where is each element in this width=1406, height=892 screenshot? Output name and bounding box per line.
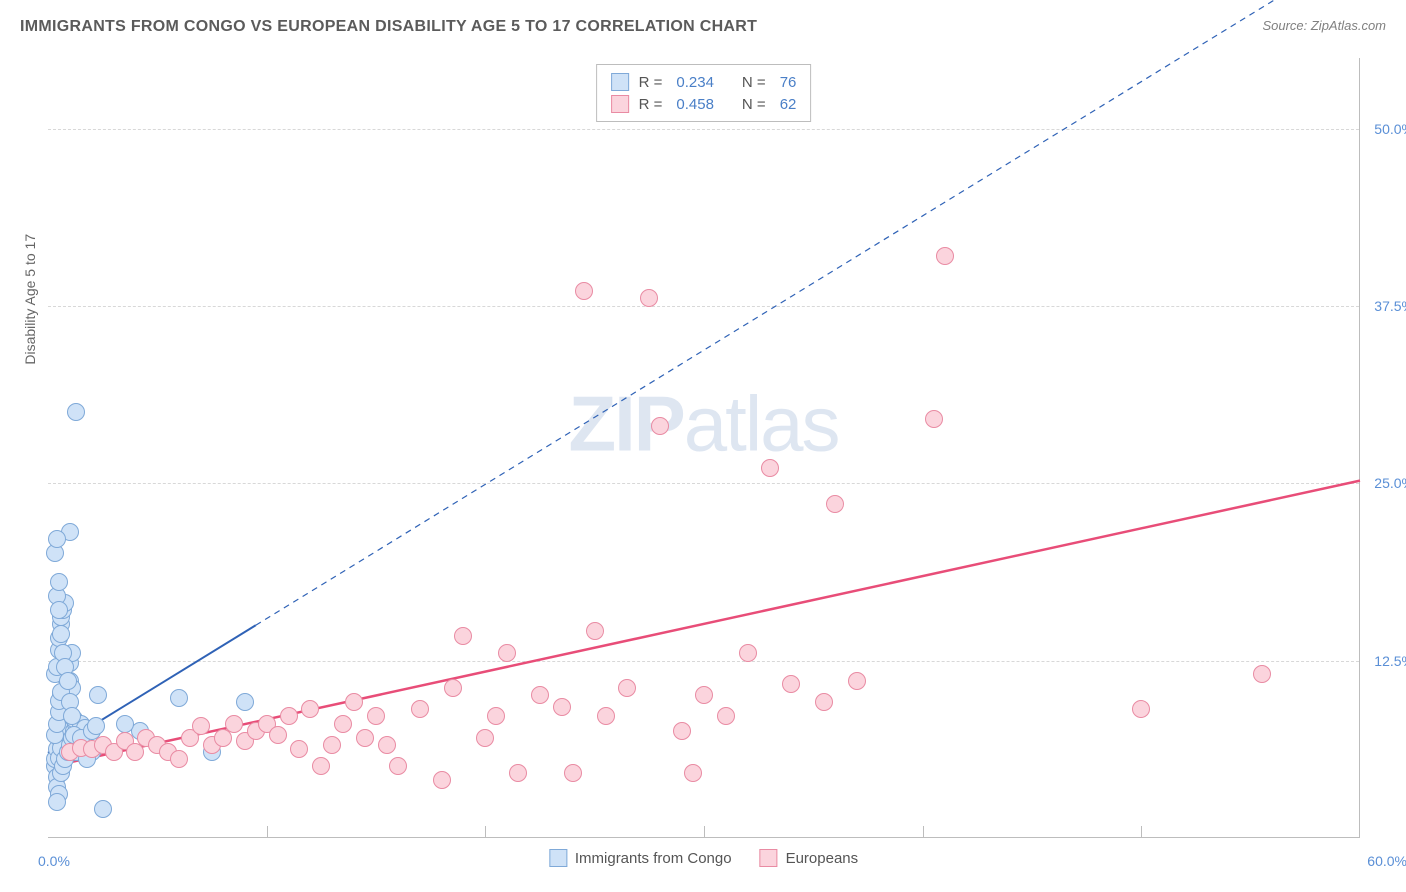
data-point (59, 672, 77, 690)
data-point (280, 707, 298, 725)
data-point (89, 686, 107, 704)
data-point (498, 644, 516, 662)
data-point (236, 693, 254, 711)
data-point (531, 686, 549, 704)
data-point (48, 530, 66, 548)
swatch-icon (611, 95, 629, 113)
source-attribution: Source: ZipAtlas.com (1262, 18, 1386, 33)
y-axis-tick-label: 12.5% (1374, 653, 1406, 669)
data-point (192, 717, 210, 735)
data-point (312, 757, 330, 775)
x-axis-tick (267, 826, 268, 838)
data-point (487, 707, 505, 725)
x-axis-tick (1141, 826, 1142, 838)
data-point (564, 764, 582, 782)
data-point (334, 715, 352, 733)
data-point (925, 410, 943, 428)
chart-plot-area: ZIPatlas 12.5%25.0%37.5%50.0% R = 0.234 … (48, 58, 1360, 838)
data-point (290, 740, 308, 758)
gridline-horizontal (48, 483, 1359, 484)
y-axis-tick-label: 25.0% (1374, 475, 1406, 491)
data-point (87, 717, 105, 735)
data-point (170, 750, 188, 768)
y-axis-tick-label: 50.0% (1374, 121, 1406, 137)
data-point (367, 707, 385, 725)
swatch-icon (549, 849, 567, 867)
data-point (433, 771, 451, 789)
data-point (50, 601, 68, 619)
data-point (618, 679, 636, 697)
data-point (444, 679, 462, 697)
swatch-icon (760, 849, 778, 867)
data-point (651, 417, 669, 435)
gridline-horizontal (48, 661, 1359, 662)
data-point (170, 689, 188, 707)
data-point (848, 672, 866, 690)
data-point (345, 693, 363, 711)
y-axis-label: Disability Age 5 to 17 (22, 234, 38, 365)
data-point (476, 729, 494, 747)
x-axis-tick-label: 0.0% (38, 853, 70, 869)
data-point (378, 736, 396, 754)
regression-lines (48, 58, 1359, 837)
swatch-icon (611, 73, 629, 91)
data-point (936, 247, 954, 265)
data-point (782, 675, 800, 693)
data-point (673, 722, 691, 740)
data-point (225, 715, 243, 733)
data-point (454, 627, 472, 645)
data-point (389, 757, 407, 775)
data-point (739, 644, 757, 662)
data-point (52, 625, 70, 643)
data-point (63, 707, 81, 725)
data-point (67, 403, 85, 421)
series-legend: Immigrants from Congo Europeans (549, 849, 858, 867)
data-point (50, 573, 68, 591)
x-axis-tick (923, 826, 924, 838)
data-point (1132, 700, 1150, 718)
data-point (356, 729, 374, 747)
y-axis-tick-label: 37.5% (1374, 298, 1406, 314)
data-point (695, 686, 713, 704)
data-point (116, 715, 134, 733)
data-point (826, 495, 844, 513)
legend-row-series-b: R = 0.458 N = 62 (611, 93, 797, 115)
chart-title: IMMIGRANTS FROM CONGO VS EUROPEAN DISABI… (20, 18, 757, 36)
gridline-horizontal (48, 306, 1359, 307)
data-point (815, 693, 833, 711)
data-point (575, 282, 593, 300)
data-point (411, 700, 429, 718)
watermark: ZIPatlas (568, 379, 838, 470)
data-point (94, 800, 112, 818)
legend-row-series-a: R = 0.234 N = 76 (611, 71, 797, 93)
data-point (301, 700, 319, 718)
gridline-horizontal (48, 129, 1359, 130)
data-point (684, 764, 702, 782)
x-axis-tick-label: 60.0% (1367, 853, 1406, 869)
legend-item: Europeans (760, 849, 859, 867)
data-point (553, 698, 571, 716)
data-point (640, 289, 658, 307)
data-point (761, 459, 779, 477)
data-point (323, 736, 341, 754)
data-point (1253, 665, 1271, 683)
correlation-legend: R = 0.234 N = 76 R = 0.458 N = 62 (596, 64, 812, 122)
data-point (48, 793, 66, 811)
x-axis-tick (704, 826, 705, 838)
data-point (509, 764, 527, 782)
data-point (269, 726, 287, 744)
legend-item: Immigrants from Congo (549, 849, 732, 867)
x-axis-tick (485, 826, 486, 838)
data-point (717, 707, 735, 725)
data-point (597, 707, 615, 725)
data-point (586, 622, 604, 640)
